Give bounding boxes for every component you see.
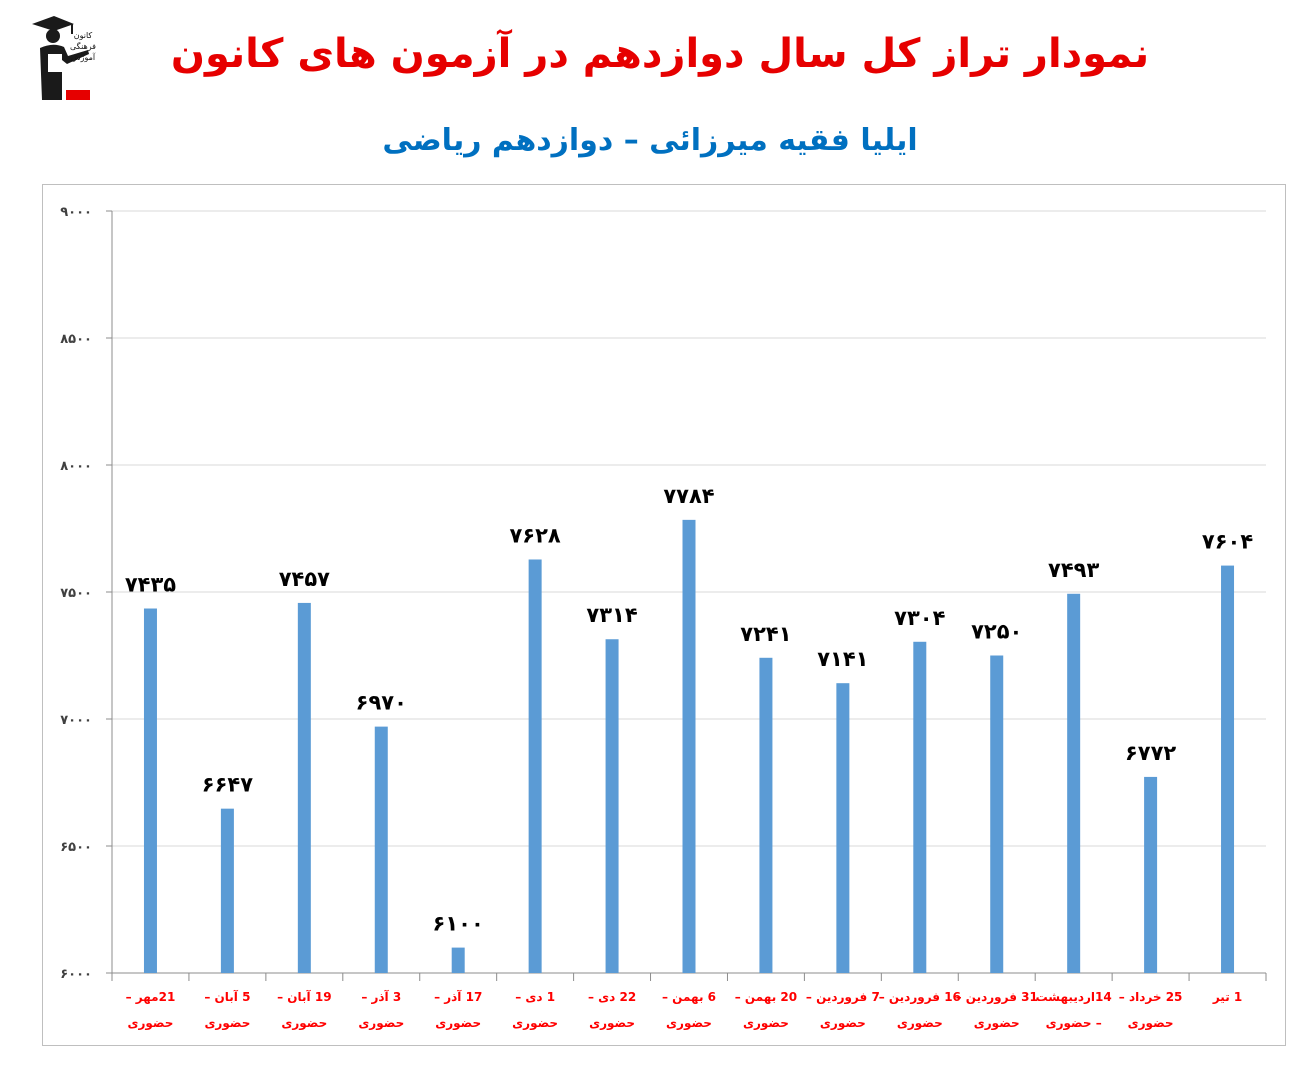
data-label: ۷۳۱۴ xyxy=(586,603,637,627)
y-tick-label: ۷۰۰۰ xyxy=(60,713,92,728)
logo-line-3: آموزش xyxy=(70,53,96,62)
bar xyxy=(451,947,465,973)
data-label: ۷۴۹۳ xyxy=(1048,558,1099,582)
bar xyxy=(1221,565,1235,973)
y-tick-label: ۶۵۰۰ xyxy=(60,840,92,855)
bar xyxy=(1144,776,1158,973)
bar xyxy=(836,683,850,973)
data-label: ۶۷۷۲ xyxy=(1125,741,1176,765)
bar xyxy=(143,608,157,973)
x-tick-label: 5 آبان – xyxy=(204,989,250,1004)
graduate-pointing-icon xyxy=(32,16,90,100)
x-tick-label: حضوری xyxy=(897,1016,943,1031)
y-tick-label: ۹۰۰۰ xyxy=(60,205,92,220)
data-label: ۷۶۰۴ xyxy=(1202,530,1253,554)
x-tick-label: 14اردیبهشت xyxy=(1036,990,1112,1004)
data-label: ۷۴۵۷ xyxy=(279,567,330,591)
x-tick-label: 6 بهمن – xyxy=(662,990,716,1004)
logo-text: کانون فرهنگی آموزش قلم چی xyxy=(66,30,100,74)
x-tick-label: 17 آذر – xyxy=(434,989,482,1004)
x-tick-label: حضوری xyxy=(358,1016,404,1031)
x-tick-label: 3 آذر – xyxy=(361,989,401,1004)
x-tick-label: حضوری xyxy=(1128,1016,1174,1031)
x-tick-label: حضوری xyxy=(974,1016,1020,1031)
x-tick-label: حضوری xyxy=(204,1016,250,1031)
chart-area xyxy=(42,184,1286,1046)
bar xyxy=(682,519,696,973)
data-label: ۷۱۴۱ xyxy=(817,647,868,671)
x-tick-label: 31 فروردین – xyxy=(956,990,1038,1005)
x-tick-label: حضوری xyxy=(281,1016,327,1031)
x-tick-label: حضوری xyxy=(512,1016,558,1031)
x-tick-label: 19 آبان – xyxy=(277,989,331,1004)
x-tick-label: 1 دی – xyxy=(515,990,555,1004)
x-tick-label: حضوری xyxy=(589,1016,635,1031)
data-label: ۶۱۰۰ xyxy=(433,912,484,936)
bar xyxy=(220,808,234,973)
logo: کانون فرهنگی آموزش قلم چی xyxy=(30,14,100,104)
data-label: ۷۲۵۰ xyxy=(971,620,1022,644)
bar xyxy=(759,657,773,973)
x-tick-label: حضوری xyxy=(435,1016,481,1031)
y-tick-label: ۸۰۰۰ xyxy=(60,459,92,474)
y-tick-label: ۸۵۰۰ xyxy=(60,332,92,347)
y-tick-label: ۷۵۰۰ xyxy=(60,586,92,601)
data-label: ۶۶۴۷ xyxy=(202,773,253,797)
x-tick-label: 22 دی – xyxy=(588,990,636,1004)
x-tick-label: 21مهر – xyxy=(126,990,176,1004)
x-tick-label: حضوری xyxy=(743,1016,789,1031)
x-tick-label: حضوری xyxy=(666,1016,712,1031)
bar xyxy=(374,726,388,973)
data-label: ۷۲۴۱ xyxy=(740,622,791,646)
x-tick-label: 1 تیر xyxy=(1212,990,1242,1004)
x-tick-label: – حضوری xyxy=(1046,1016,1102,1031)
data-label: ۷۷۸۴ xyxy=(663,484,714,508)
bar xyxy=(528,559,542,973)
data-label: ۶۹۷۰ xyxy=(356,691,407,715)
data-label: ۷۳۰۴ xyxy=(894,606,945,630)
logo-line-1: کانون xyxy=(73,31,93,40)
bar xyxy=(297,602,311,973)
y-tick-label: ۶۰۰۰ xyxy=(60,967,92,982)
x-tick-label: 7 فروردین – xyxy=(806,990,880,1005)
logo-line-2: فرهنگی xyxy=(70,42,96,51)
logo-line-4: قلم چی xyxy=(70,64,96,73)
page-subtitle: ایلیا فقیه میرزائی – دوازدهم ریاضی xyxy=(382,123,918,158)
bar xyxy=(605,639,619,973)
x-tick-label: 25 خرداد – xyxy=(1119,990,1183,1004)
page-title: نمودار تراز کل سال دوازدهم در آزمون های … xyxy=(170,31,1150,77)
data-label: ۷۶۲۸ xyxy=(509,523,560,547)
x-tick-label: 20 بهمن – xyxy=(735,990,797,1004)
x-tick-label: 16 فروردین – xyxy=(879,990,961,1005)
bar xyxy=(913,641,927,973)
bar xyxy=(1067,593,1081,973)
x-tick-label: حضوری xyxy=(128,1016,174,1031)
data-label: ۷۴۳۵ xyxy=(125,573,176,597)
x-tick-label: حضوری xyxy=(820,1016,866,1031)
bar xyxy=(990,655,1004,973)
